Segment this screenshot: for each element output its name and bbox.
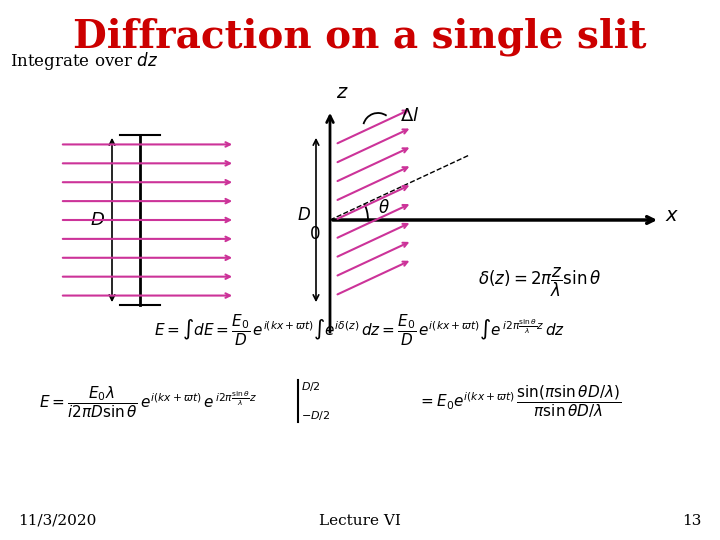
- Text: $E = \dfrac{E_0\lambda}{i2\pi D\sin\theta}\, e^{i(kx+\varpi t)}\, e^{\,i2\pi\fra: $E = \dfrac{E_0\lambda}{i2\pi D\sin\thet…: [39, 384, 257, 420]
- Text: $D$: $D$: [297, 206, 311, 224]
- Text: $\theta$: $\theta$: [378, 199, 390, 217]
- Text: 13: 13: [683, 514, 702, 528]
- Text: Integrate over $dz$: Integrate over $dz$: [10, 50, 158, 72]
- Text: $D$: $D$: [89, 211, 104, 229]
- Text: $= E_0 e^{i(kx+\varpi t)}\, \dfrac{\sin(\pi\sin\theta D/\lambda)}{\pi\sin\theta : $= E_0 e^{i(kx+\varpi t)}\, \dfrac{\sin(…: [418, 383, 621, 420]
- Text: $0$: $0$: [309, 226, 320, 243]
- Text: $E = \int dE = \dfrac{E_0}{D}\, e^{i(kx+\varpi t)} \int e^{i\delta(z)}\,dz = \df: $E = \int dE = \dfrac{E_0}{D}\, e^{i(kx+…: [155, 312, 565, 348]
- Text: $-D/2$: $-D/2$: [301, 409, 330, 422]
- Text: Lecture VI: Lecture VI: [319, 514, 401, 528]
- Text: $\delta(z) = 2\pi\dfrac{z}{\lambda}\sin\theta$: $\delta(z) = 2\pi\dfrac{z}{\lambda}\sin\…: [478, 265, 602, 299]
- Text: 11/3/2020: 11/3/2020: [18, 514, 96, 528]
- Text: $x$: $x$: [665, 207, 679, 225]
- Text: $\Delta l$: $\Delta l$: [400, 107, 419, 125]
- Text: $z$: $z$: [336, 84, 348, 102]
- Text: $D/2$: $D/2$: [301, 380, 321, 393]
- Text: Diffraction on a single slit: Diffraction on a single slit: [73, 18, 647, 57]
